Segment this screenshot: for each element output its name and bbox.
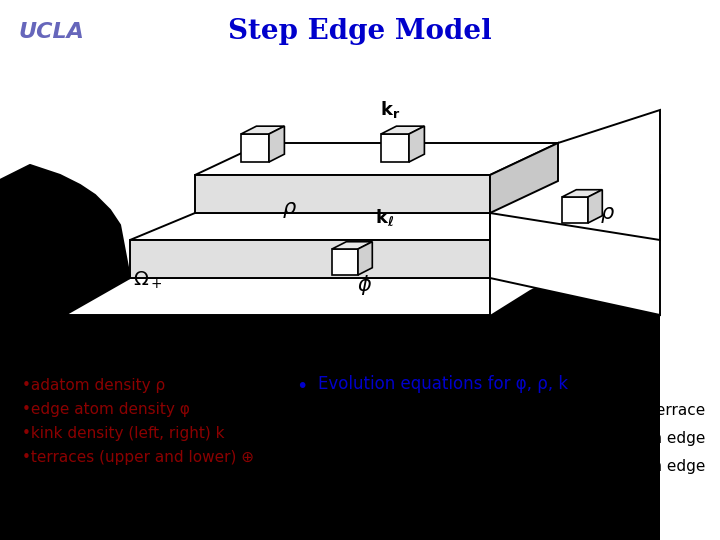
Polygon shape (130, 213, 490, 240)
Polygon shape (409, 126, 424, 162)
Text: •edge atom density φ: •edge atom density φ (22, 402, 190, 417)
Text: $\Omega_-$: $\Omega_-$ (495, 310, 525, 329)
Polygon shape (0, 295, 660, 540)
Polygon shape (65, 278, 490, 315)
Text: $\partial_t k - \partial_s (w\,(k_r - k_\ell)) = 2\,(g - h\,)$: $\partial_t k - \partial_s (w\,(k_r - k_… (326, 459, 549, 478)
Polygon shape (241, 126, 284, 134)
Text: UCLA: UCLA (18, 22, 84, 42)
Text: $\mathbf{k_r}$: $\mathbf{k_r}$ (380, 99, 400, 120)
Text: $\rho$: $\rho$ (282, 200, 297, 220)
Text: on terrace: on terrace (626, 403, 705, 418)
Polygon shape (241, 134, 269, 162)
Text: •: • (297, 377, 307, 396)
Text: on edge: on edge (643, 459, 705, 474)
Text: •terraces (upper and lower) ⊕: •terraces (upper and lower) ⊕ (22, 450, 254, 465)
Text: U Tenn, 4/28/2007: U Tenn, 4/28/2007 (297, 513, 423, 527)
Text: $\partial_t \rho - D_T \, \Delta \rho = F$: $\partial_t \rho - D_T \, \Delta \rho = … (326, 403, 438, 422)
Polygon shape (332, 242, 372, 249)
Polygon shape (358, 242, 372, 275)
Text: Evolution equations for φ, ρ, k: Evolution equations for φ, ρ, k (318, 375, 568, 393)
Text: $\partial_t \varphi - D_E \, \partial_s^2 \varphi = f_+ + f_- - f_0$: $\partial_t \varphi - D_E \, \partial_s^… (326, 431, 522, 454)
Text: •adatom density ρ: •adatom density ρ (22, 378, 166, 393)
Text: Step Edge Model: Step Edge Model (228, 18, 492, 45)
Text: $\Omega_+$: $\Omega_+$ (133, 269, 163, 291)
Polygon shape (490, 175, 660, 315)
Polygon shape (588, 190, 603, 223)
Polygon shape (269, 126, 284, 162)
Polygon shape (490, 143, 558, 213)
Polygon shape (490, 110, 660, 240)
Polygon shape (195, 143, 558, 175)
Text: $\rho$: $\rho$ (600, 205, 616, 225)
Polygon shape (332, 249, 358, 275)
Polygon shape (0, 165, 130, 540)
Text: •kink density (left, right) k: •kink density (left, right) k (22, 426, 225, 441)
Text: on edge: on edge (643, 431, 705, 446)
Polygon shape (381, 134, 409, 162)
Polygon shape (562, 197, 588, 223)
Polygon shape (195, 175, 490, 213)
Polygon shape (381, 126, 424, 134)
Polygon shape (490, 250, 660, 540)
Polygon shape (130, 240, 490, 278)
Polygon shape (562, 190, 603, 197)
Text: $\mathbf{k_\ell}$: $\mathbf{k_\ell}$ (375, 208, 395, 228)
Text: $\phi$: $\phi$ (357, 273, 372, 297)
